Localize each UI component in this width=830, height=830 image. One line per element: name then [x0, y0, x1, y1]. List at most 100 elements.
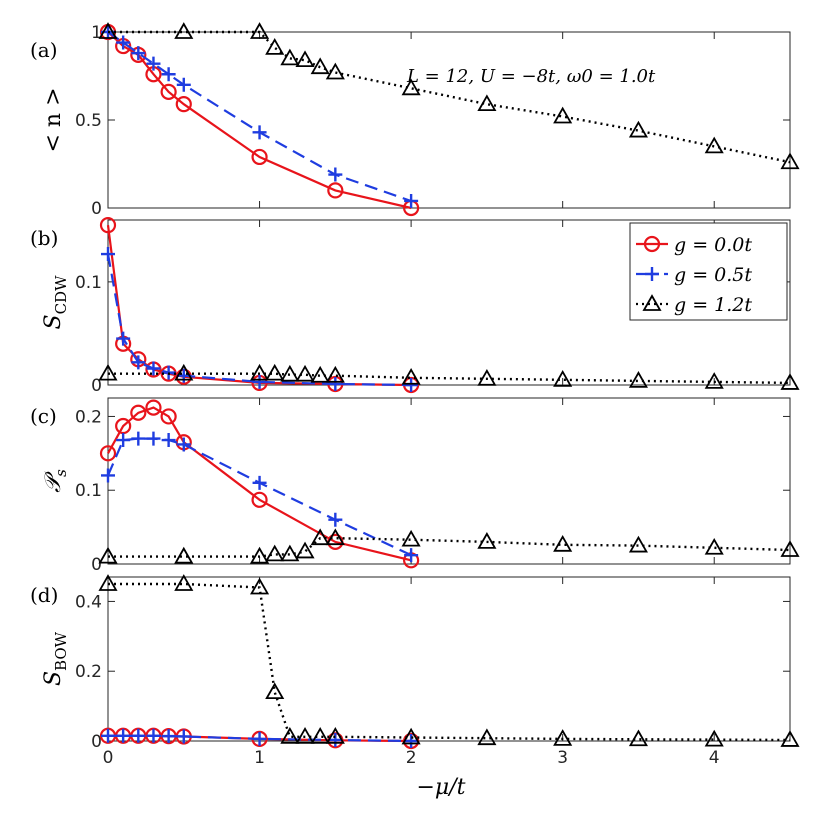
x-tick-label: 2: [406, 748, 417, 768]
y-axis-label: < n >: [41, 87, 66, 152]
panel-label: (d): [30, 583, 58, 607]
data-point: [477, 532, 497, 549]
y-axis-label: SCDW: [41, 275, 70, 330]
y-tick-label: 0.4: [75, 592, 102, 612]
series-g12t: [98, 22, 800, 170]
data-point: [780, 152, 800, 170]
data-point: [161, 433, 176, 448]
data-point: [327, 182, 344, 199]
data-point: [131, 355, 146, 370]
data-point: [176, 729, 191, 744]
data-point: [175, 96, 192, 113]
series-line: [107, 31, 412, 210]
y-tick-label: 0.2: [75, 407, 102, 427]
axes-box: [107, 397, 791, 565]
y-tick-label: 0.2: [75, 662, 102, 682]
series-g05t: [101, 25, 419, 208]
y-tick-label: 1: [91, 23, 102, 43]
y-tick-label: 0: [91, 732, 102, 752]
data-point: [252, 475, 267, 490]
legend-entry: g = 1.2t: [674, 294, 752, 316]
data-point: [98, 546, 118, 564]
data-point: [280, 364, 300, 382]
data-point: [628, 120, 648, 138]
axes-box: [107, 219, 791, 386]
data-point: [145, 399, 162, 416]
x-tick-label: 1: [254, 748, 265, 768]
data-point: [251, 491, 268, 508]
data-point: [325, 726, 345, 744]
data-point: [116, 331, 131, 346]
data-point: [161, 729, 176, 744]
data-point: [553, 370, 573, 387]
data-point: [99, 445, 117, 462]
y-tick-label: 0: [91, 555, 102, 575]
data-point: [131, 46, 146, 61]
data-point: [250, 363, 270, 381]
panel-label: (b): [30, 226, 58, 250]
x-tick-label: 0: [103, 748, 114, 768]
data-point: [265, 38, 285, 55]
data-point: [780, 730, 800, 747]
series-line: [108, 582, 791, 742]
data-point: [553, 106, 573, 124]
x-axis-label: −μ/t: [417, 775, 466, 800]
data-point: [401, 529, 421, 547]
data-point: [116, 728, 131, 743]
data-point: [328, 732, 343, 747]
series-line: [107, 31, 412, 203]
data-point: [101, 728, 115, 743]
data-point: [98, 363, 118, 381]
data-point: [704, 372, 724, 389]
series-g05t: [101, 247, 419, 392]
data-point: [310, 726, 330, 744]
data-point: [628, 729, 648, 747]
data-point: [477, 728, 497, 746]
y-tick-label: 0.1: [75, 273, 102, 293]
series-line: [106, 225, 412, 387]
panel-c: 0 0.1 0.2 (c) 𝒫s: [30, 397, 800, 575]
legend-entry: g = 0.0t: [674, 234, 752, 256]
data-point: [295, 541, 315, 559]
legend-entry: g = 0.5t: [674, 264, 752, 286]
legend-marker: [643, 235, 661, 253]
y-tick-label: 0.1: [75, 481, 102, 501]
data-point: [280, 726, 300, 744]
axes-box: [107, 576, 791, 742]
data-point: [252, 374, 267, 389]
data-point: [704, 136, 724, 154]
x-tick-label: 3: [557, 748, 568, 768]
data-point: [401, 727, 421, 745]
data-point: [174, 546, 194, 564]
data-point: [310, 528, 330, 546]
panel-b: 0 0.1 (b) SCDW g = 0.0t g = 0.5t g = 1.2t: [30, 217, 800, 396]
data-point: [401, 367, 421, 385]
data-point: [280, 544, 300, 562]
data-point: [146, 361, 161, 376]
data-point: [553, 729, 573, 746]
data-point: [250, 577, 270, 595]
data-point: [99, 217, 117, 234]
data-point: [115, 417, 132, 435]
data-point: [131, 728, 146, 743]
data-point: [146, 431, 161, 446]
data-point: [295, 726, 315, 744]
data-point: [553, 535, 573, 552]
data-point: [116, 35, 131, 50]
series-g12t: [98, 574, 800, 747]
data-point: [328, 512, 343, 527]
panel-label: (a): [30, 38, 58, 62]
data-point: [280, 48, 300, 66]
data-point: [704, 537, 724, 555]
data-point: [328, 167, 343, 182]
data-point: [146, 728, 161, 743]
data-point: [116, 433, 131, 448]
data-point: [404, 734, 419, 748]
data-point: [401, 78, 421, 96]
series-line: [108, 30, 791, 164]
data-point: [265, 363, 285, 381]
axes-box: [107, 31, 791, 209]
data-point: [174, 22, 194, 39]
y-tick-label: 0: [91, 376, 102, 396]
data-point: [101, 247, 115, 262]
